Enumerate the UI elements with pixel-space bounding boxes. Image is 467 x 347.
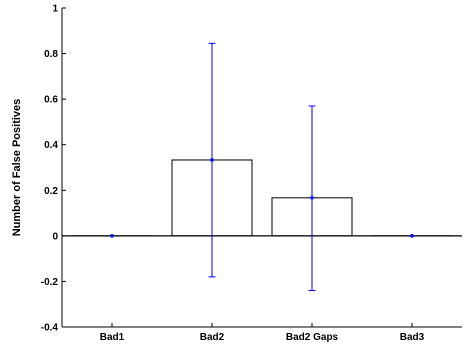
bars-layer xyxy=(71,159,453,237)
mean-point xyxy=(410,234,414,238)
errorbars-layer xyxy=(110,42,414,292)
y-axis-title: Number of False Positives xyxy=(11,99,23,237)
x-tick-label: Bad1 xyxy=(100,332,125,343)
x-tick-label: Bad2 Gaps xyxy=(286,332,339,343)
y-tick-label: 1 xyxy=(52,4,58,15)
mean-point xyxy=(110,234,114,238)
x-tick-label: Bad3 xyxy=(400,332,425,343)
mean-point xyxy=(310,196,314,200)
plot-frame xyxy=(61,8,462,328)
y-tick-label: 0.6 xyxy=(44,95,58,106)
y-axis-ticks: -0.4 -0.2 0 0.2 0.4 0.6 0.8 1 xyxy=(41,4,66,334)
y-tick-label: 0.8 xyxy=(44,49,58,60)
x-tick-label: Bad2 xyxy=(200,332,225,343)
mean-point xyxy=(210,158,214,162)
y-tick-label: 0.4 xyxy=(44,140,58,151)
y-tick-label: -0.2 xyxy=(41,277,59,288)
y-tick-label: -0.4 xyxy=(41,323,59,334)
y-tick-label: 0.2 xyxy=(44,186,58,197)
x-axis-ticks: Bad1 Bad2 Bad2 Gaps Bad3 xyxy=(100,323,425,343)
y-tick-label: 0 xyxy=(52,231,58,242)
